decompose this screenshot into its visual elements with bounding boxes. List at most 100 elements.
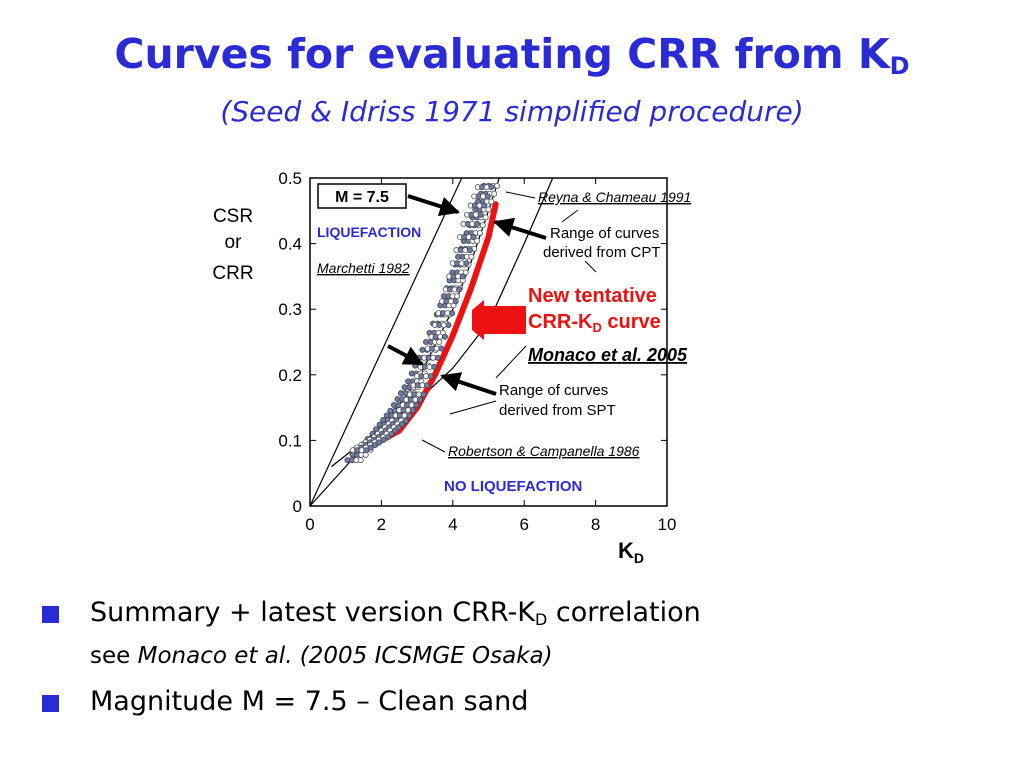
range-of-curves-derived-from-spt-point bbox=[456, 286, 463, 293]
range-of-curves-derived-from-spt-point bbox=[470, 234, 477, 241]
new-curve-label-2: CRR-KD curve bbox=[528, 311, 661, 335]
range-of-curves-derived-from-cpt-point bbox=[482, 214, 489, 221]
range-of-curves-derived-from-spt-point bbox=[445, 321, 452, 328]
spt-range-label-1: Range of curves bbox=[499, 382, 608, 399]
liquefaction-label: LIQUEFACTION bbox=[317, 224, 421, 240]
marchetti-1982-line bbox=[309, 177, 463, 507]
plot-frame bbox=[309, 177, 668, 507]
bullet-square-icon bbox=[42, 606, 59, 623]
range-of-curves-derived-from-spt-point bbox=[463, 260, 470, 267]
y-tick-label: 0.5 bbox=[278, 169, 302, 188]
range-of-curves-derived-from-spt-point bbox=[395, 424, 402, 431]
range-of-curves-derived-from-spt-point bbox=[488, 184, 495, 191]
monaco-label: Monaco et al. 2005 bbox=[528, 345, 688, 365]
bullet-summary-reference: Monaco et al. (2005 ICSMGE Osaka) bbox=[137, 643, 553, 669]
new-curve-label-2-sub: D bbox=[592, 320, 601, 335]
range-of-curves-derived-from-spt-point bbox=[376, 439, 383, 446]
range-of-curves-derived-from-spt-point bbox=[466, 247, 473, 254]
range-of-curves-derived-from-spt-point bbox=[431, 363, 438, 370]
slide-title-text: Curves for evaluating CRR from K bbox=[114, 30, 890, 78]
magnitude-box bbox=[317, 183, 407, 209]
range-of-curves-derived-from-cpt-point bbox=[454, 293, 461, 300]
robertson-leader-line bbox=[421, 439, 446, 453]
range-of-curves-derived-from-spt-point bbox=[409, 407, 416, 414]
range-of-curves-derived-from-spt-point bbox=[484, 193, 491, 200]
bullet-magnitude-text: Magnitude M = 7.5 – Clean sand bbox=[90, 686, 529, 717]
y-tick-label: 0.4 bbox=[278, 235, 302, 254]
range-of-curves-derived-from-spt-point bbox=[413, 401, 420, 408]
range-of-curves-derived-from-spt-point bbox=[371, 441, 378, 448]
bullet-summary-subscript: D bbox=[534, 610, 548, 629]
no-liquefaction-label: NO LIQUEFACTION bbox=[444, 478, 582, 495]
range-of-curves-derived-from-spt-point bbox=[416, 396, 423, 403]
range-of-curves-derived-from-spt-point bbox=[481, 202, 488, 209]
y-tick-label: 0.1 bbox=[278, 431, 302, 450]
range-of-curves-derived-from-spt-point bbox=[399, 420, 406, 427]
x-tick-label: 4 bbox=[448, 515, 457, 534]
range-of-curves-derived-from-spt-point bbox=[452, 298, 459, 305]
range-of-curves-derived-from-spt-point bbox=[367, 444, 374, 451]
x-tick-label: 10 bbox=[658, 515, 677, 534]
range-of-curves-derived-from-cpt-point bbox=[485, 206, 492, 213]
range-of-curves-derived-from-cpt-point bbox=[494, 182, 501, 189]
range-of-curves-derived-from-cpt-point bbox=[488, 198, 495, 205]
range-of-curves-derived-from-spt-point bbox=[424, 382, 431, 389]
range-of-curves-derived-from-cpt-point bbox=[479, 222, 486, 229]
x-tick-label: 2 bbox=[377, 515, 386, 534]
range-of-curves-derived-from-spt-point bbox=[474, 220, 481, 227]
range-of-curves-derived-from-spt-point bbox=[477, 211, 484, 218]
bullet-list: Summary + latest version CRR-KD correlat… bbox=[40, 594, 1000, 721]
x-axis-label-main: K bbox=[618, 538, 634, 563]
x-tick-label: 0 bbox=[305, 515, 314, 534]
magnitude-box-arrow bbox=[407, 194, 460, 217]
range-of-curves-derived-from-spt-point bbox=[459, 273, 466, 280]
range-of-curves-derived-from-cpt-point bbox=[476, 230, 483, 237]
bullet-item-summary: Summary + latest version CRR-KD correlat… bbox=[40, 594, 1000, 673]
spt-range-arrow-left bbox=[387, 344, 424, 366]
bullet-summary-text: Summary + latest version CRR-K bbox=[90, 597, 535, 628]
x-axis-label-sub: D bbox=[634, 550, 644, 566]
bullet-square-icon bbox=[42, 695, 59, 712]
range-of-curves-derived-from-spt-point bbox=[363, 447, 370, 454]
x-tick-label: 6 bbox=[519, 515, 528, 534]
y-axis-label-line1: CSR bbox=[213, 206, 253, 227]
range-of-curves-derived-from-cpt-point bbox=[491, 190, 498, 197]
spt-range-arrow-right bbox=[440, 372, 497, 396]
magnitude-label: M = 7.5 bbox=[335, 189, 389, 206]
monaco-leader-line bbox=[495, 345, 527, 379]
y-tick-label: 0.3 bbox=[278, 300, 302, 319]
new-curve-label-2-main: CRR-K bbox=[528, 311, 593, 333]
range-of-curves-derived-from-spt-point bbox=[427, 373, 434, 380]
cpt-leader-line-2 bbox=[584, 260, 597, 273]
cpt-range-label-1: Range of curves bbox=[550, 225, 659, 242]
new-curve-pointer-arrow bbox=[472, 300, 526, 340]
range-of-curves-derived-from-spt-point bbox=[420, 391, 427, 398]
y-tick-label: 0.2 bbox=[278, 366, 302, 385]
cpt-range-arrow bbox=[493, 217, 547, 240]
new-curve-label-2-end: curve bbox=[602, 311, 661, 333]
range-of-curves-derived-from-spt-point bbox=[438, 345, 445, 352]
x-tick-label: 8 bbox=[591, 515, 600, 534]
range-of-curves-derived-from-cpt-point bbox=[462, 269, 469, 276]
range-of-curves-derived-from-spt-point bbox=[384, 434, 391, 441]
x-axis-label: KD bbox=[618, 538, 644, 566]
reyna-leader-line bbox=[505, 191, 536, 199]
range-of-curves-derived-from-cpt-point bbox=[357, 457, 364, 464]
range-of-curves-derived-from-spt-point bbox=[441, 333, 448, 340]
robertson-label: Robertson & Campanella 1986 bbox=[448, 443, 640, 459]
range-of-curves-derived-from-spt-point bbox=[391, 427, 398, 434]
slide-title-subscript: D bbox=[889, 52, 910, 80]
range-of-curves-derived-from-cpt-point bbox=[436, 338, 443, 345]
new-curve-label-1: New tentative bbox=[528, 285, 657, 307]
bullet-summary-end: correlation bbox=[547, 597, 701, 628]
range-of-curves-derived-from-spt-point bbox=[388, 430, 395, 437]
bullet-item-magnitude: Magnitude M = 7.5 – Clean sand bbox=[40, 683, 1000, 721]
range-of-curves-derived-from-spt-point bbox=[380, 436, 387, 443]
spt-range-label-2: derived from SPT bbox=[499, 402, 616, 419]
spt-leader-line bbox=[449, 400, 497, 415]
range-of-curves-derived-from-spt-point bbox=[449, 310, 456, 317]
range-of-curves-derived-from-spt-point bbox=[402, 417, 409, 424]
range-of-curves-derived-from-spt-point bbox=[406, 412, 413, 419]
range-of-curves-derived-from-cpt-point bbox=[474, 237, 481, 244]
